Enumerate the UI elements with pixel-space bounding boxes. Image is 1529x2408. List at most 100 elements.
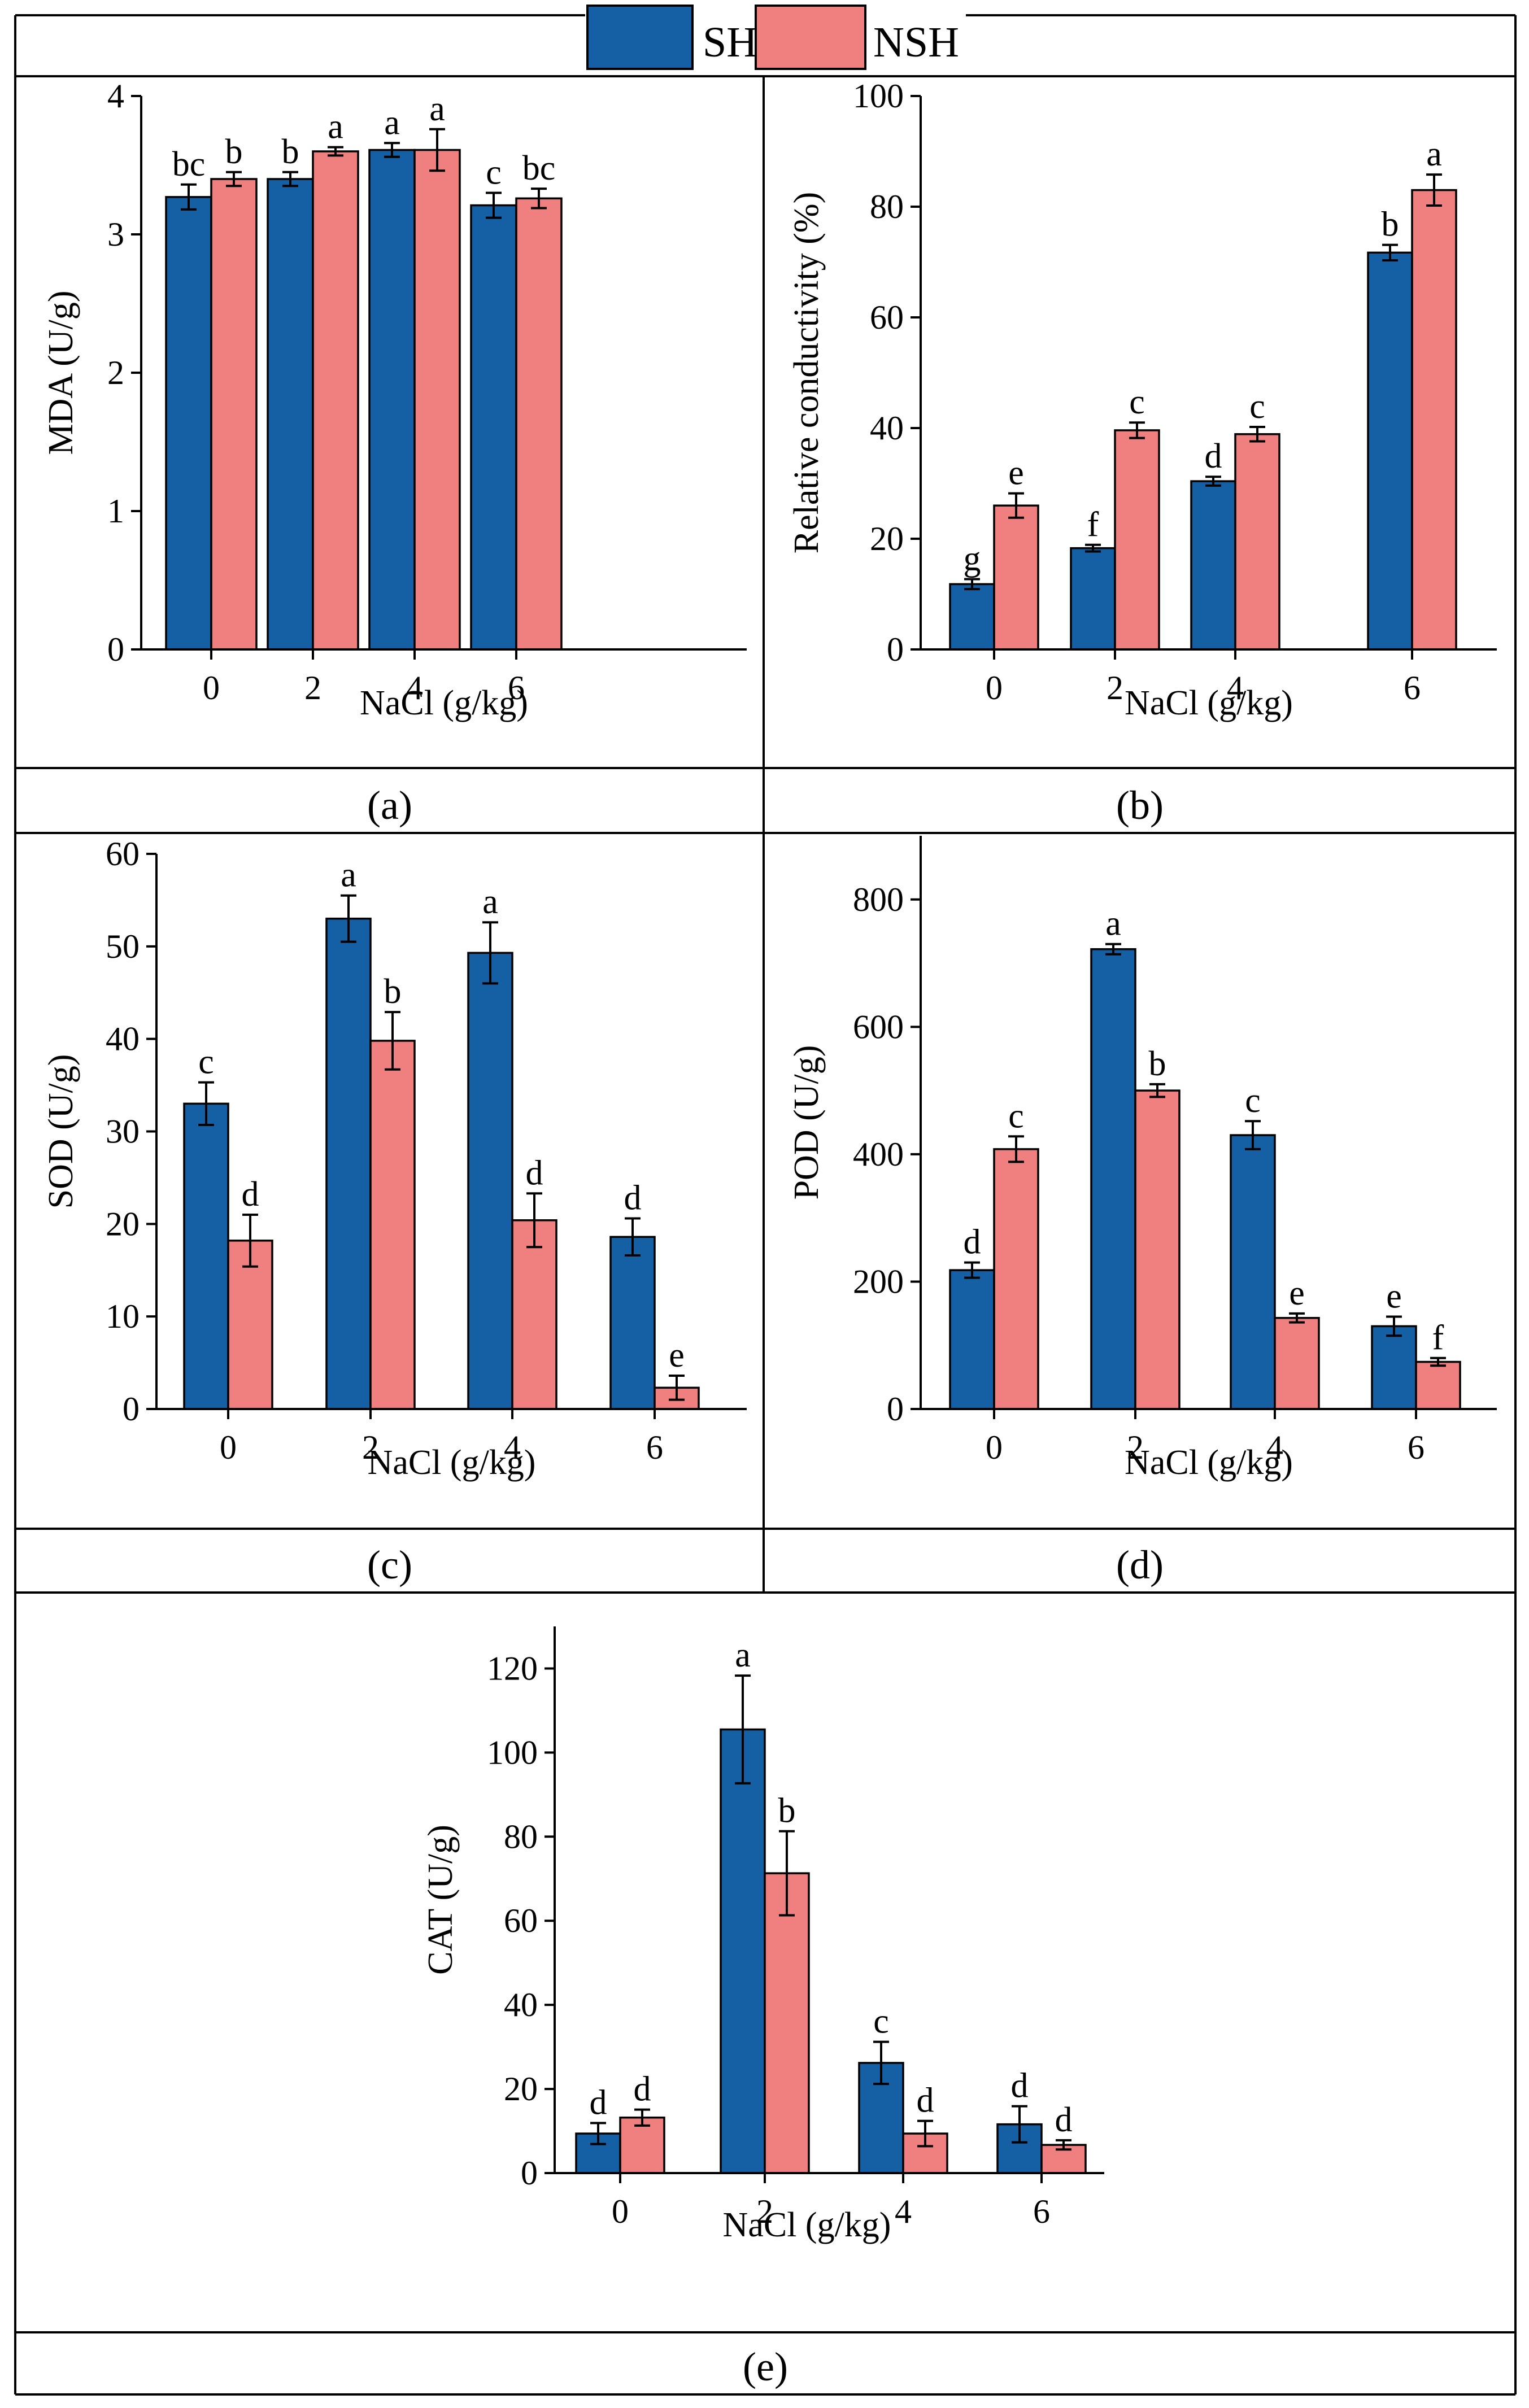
y-tick-label-d-0: 0 — [887, 1390, 904, 1428]
bar-a-sh-2 — [267, 178, 314, 651]
error-bar-d-nsh-6 — [1430, 1356, 1446, 1367]
y-tick-label-e-0: 0 — [521, 2154, 538, 2192]
sig-letter-c-nsh-0: d — [242, 1175, 259, 1214]
sig-letter-b-sh-0: g — [964, 540, 981, 578]
x-tick-label-c-2: 2 — [362, 1429, 379, 1466]
x-tick-label-b-0: 0 — [986, 669, 1003, 706]
bar-d-nsh-6 — [1415, 1360, 1461, 1410]
y-tick-label-c-10: 10 — [106, 1298, 140, 1335]
x-tick-label-b-6: 6 — [1404, 669, 1421, 706]
sig-letter-c-sh-2: a — [341, 856, 356, 895]
y-axis-label-a: MDA (U/g) — [42, 290, 80, 455]
error-bar-e-nsh-6 — [1056, 2139, 1071, 2151]
figure-frame — [14, 14, 1517, 2396]
caption-e: (e) — [743, 2344, 788, 2389]
x-tick-label-b-4: 4 — [1227, 669, 1244, 706]
bar-a-sh-4 — [368, 149, 416, 651]
bar-a-sh-6 — [470, 204, 517, 651]
y-tick-label-e-40: 40 — [504, 1986, 538, 2023]
error-bar-c-sh-4 — [482, 921, 498, 985]
bar-d-nsh-4 — [1274, 1316, 1320, 1410]
sig-letter-a-nsh-2: a — [328, 108, 343, 146]
error-bar-c-nsh-0 — [242, 1213, 258, 1268]
x-tick-label-e-0: 0 — [612, 2193, 629, 2230]
error-bar-a-sh-4 — [384, 142, 400, 158]
sig-letter-c-sh-0: c — [198, 1043, 214, 1081]
sig-letter-d-nsh-4: e — [1289, 1274, 1305, 1312]
error-bar-e-sh-0 — [590, 2122, 606, 2145]
caption-a: (a) — [367, 783, 412, 828]
error-bar-c-sh-6 — [625, 1217, 641, 1257]
y-tick-label-c-20: 20 — [106, 1205, 140, 1242]
error-bar-b-sh-2 — [1085, 543, 1101, 553]
sig-letter-b-sh-4: d — [1205, 437, 1222, 476]
y-tick-label-b-100: 100 — [853, 77, 904, 115]
sig-letter-d-nsh-6: f — [1432, 1319, 1444, 1357]
x-axis-label-b: NaCl (g/kg) — [1125, 684, 1293, 722]
y-tick-label-e-80: 80 — [504, 1818, 538, 1855]
error-bar-c-sh-2 — [341, 894, 356, 943]
caption-c: (c) — [367, 1542, 412, 1587]
sig-letter-d-sh-0: d — [964, 1223, 981, 1262]
error-bar-d-sh-6 — [1386, 1315, 1402, 1337]
error-bar-e-nsh-2 — [779, 1830, 795, 1917]
sig-letter-a-nsh-0: b — [225, 133, 243, 171]
x-tick-label-d-2: 2 — [1127, 1429, 1144, 1466]
error-bar-b-sh-6 — [1382, 243, 1398, 262]
error-bar-c-nsh-4 — [526, 1192, 542, 1249]
legend-label-nsh: NSH — [873, 19, 959, 66]
sig-letter-c-nsh-4: d — [526, 1154, 543, 1192]
error-bar-a-sh-0 — [181, 183, 197, 211]
y-tick-label-e-120: 120 — [487, 1650, 538, 1687]
bar-b-sh-4 — [1190, 480, 1236, 651]
sig-letter-b-sh-2: f — [1087, 505, 1099, 544]
sig-letter-e-nsh-4: d — [917, 2082, 934, 2120]
bar-c-sh-2 — [325, 917, 372, 1410]
bar-a-nsh-2 — [312, 150, 359, 651]
bar-c-sh-4 — [467, 952, 513, 1410]
y-tick-label-a-4: 4 — [107, 77, 124, 115]
panel-captions: (a) (b) (c) (d) (e) — [367, 783, 1164, 2389]
legend-swatch-nsh — [755, 5, 866, 70]
bar-b-nsh-6 — [1411, 189, 1457, 651]
bar-d-nsh-0 — [993, 1148, 1039, 1410]
sig-letter-d-sh-6: e — [1386, 1277, 1402, 1315]
error-bar-d-nsh-2 — [1149, 1083, 1165, 1098]
x-tick-label-e-6: 6 — [1033, 2193, 1050, 2230]
bar-a-nsh-0 — [210, 178, 258, 651]
x-tick-label-a-4: 4 — [406, 669, 423, 706]
error-bar-d-sh-4 — [1245, 1120, 1261, 1150]
sig-letter-a-sh-0: bc — [172, 145, 206, 184]
sig-letter-a-sh-4: a — [384, 103, 400, 142]
sig-letter-a-sh-2: b — [282, 133, 299, 171]
bar-b-sh-0 — [949, 583, 995, 651]
x-tick-label-a-6: 6 — [508, 669, 525, 706]
y-tick-label-a-0: 0 — [107, 631, 124, 668]
error-bar-c-sh-0 — [198, 1081, 214, 1127]
bar-e-nsh-2 — [764, 1872, 810, 2174]
y-tick-label-a-2: 2 — [107, 354, 124, 391]
sig-letter-e-sh-6: d — [1011, 2067, 1029, 2105]
y-tick-label-d-400: 400 — [853, 1136, 904, 1173]
y-tick-label-b-20: 20 — [870, 520, 904, 557]
x-tick-label-d-0: 0 — [986, 1429, 1003, 1466]
y-tick-label-a-1: 1 — [107, 492, 124, 530]
y-tick-label-e-20: 20 — [504, 2070, 538, 2108]
x-tick-label-c-4: 4 — [504, 1429, 521, 1466]
y-tick-label-d-200: 200 — [853, 1263, 904, 1300]
sig-letter-d-sh-4: c — [1245, 1081, 1261, 1120]
y-axis-label-d: POD (U/g) — [787, 1045, 826, 1200]
error-bar-b-nsh-2 — [1129, 421, 1145, 439]
caption-d: (d) — [1116, 1542, 1164, 1587]
y-tick-label-c-50: 50 — [106, 928, 140, 965]
bar-b-nsh-0 — [993, 504, 1039, 651]
bar-c-nsh-2 — [369, 1040, 416, 1410]
sig-letter-a-nsh-4: a — [429, 90, 445, 128]
bar-d-nsh-2 — [1134, 1089, 1180, 1410]
y-tick-label-b-60: 60 — [870, 299, 904, 336]
bar-b-nsh-4 — [1234, 433, 1280, 651]
sig-letter-b-sh-6: b — [1382, 206, 1399, 244]
